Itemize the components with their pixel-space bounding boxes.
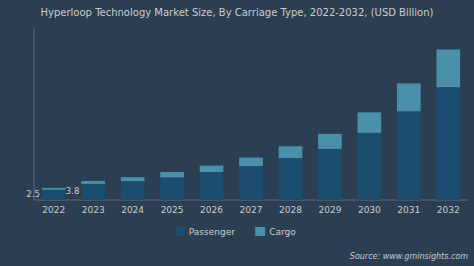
bar-segment bbox=[318, 134, 342, 149]
legend-label: Passenger bbox=[189, 227, 235, 237]
bar-segment bbox=[436, 50, 460, 88]
annotation: 3.8 bbox=[66, 186, 80, 196]
bar-segment bbox=[121, 181, 145, 200]
bar-segment bbox=[279, 158, 303, 200]
bar-segment bbox=[160, 172, 184, 177]
bar-segment bbox=[42, 188, 66, 190]
x-tick-label: 2024 bbox=[121, 205, 144, 215]
annotation: 2.5 bbox=[26, 189, 40, 199]
x-tick-label: 2026 bbox=[200, 205, 223, 215]
x-tick-label: 2029 bbox=[318, 205, 341, 215]
bar-segment bbox=[239, 166, 263, 200]
legend-swatch bbox=[255, 227, 265, 236]
bar-segment bbox=[358, 133, 382, 200]
bar-segment bbox=[42, 190, 66, 200]
legend: Passenger Cargo bbox=[175, 227, 296, 237]
title: Hyperloop Technology Market Size, By Car… bbox=[41, 7, 434, 18]
bar-segment bbox=[436, 87, 460, 200]
bar-segment bbox=[279, 146, 303, 158]
legend-label: Cargo bbox=[269, 227, 296, 237]
bar-segment bbox=[239, 158, 263, 167]
chart: Hyperloop Technology Market Size, By Car… bbox=[0, 0, 474, 266]
background bbox=[0, 0, 474, 266]
bar-segment bbox=[200, 166, 224, 172]
legend-swatch bbox=[175, 227, 185, 236]
y-axis-line bbox=[34, 28, 35, 200]
bars bbox=[42, 50, 460, 201]
bar-segment bbox=[397, 111, 421, 200]
bar-segment bbox=[318, 149, 342, 200]
x-tick-label: 2025 bbox=[161, 205, 184, 215]
x-tick-label: 2023 bbox=[82, 205, 105, 215]
bar-segment bbox=[397, 83, 421, 111]
x-tick-label: 2027 bbox=[240, 205, 263, 215]
x-tick-label: 2032 bbox=[437, 205, 460, 215]
bar-segment bbox=[358, 112, 382, 132]
x-tick-label: 2031 bbox=[397, 205, 420, 215]
bar-segment bbox=[200, 172, 224, 200]
x-tick-label: 2022 bbox=[42, 205, 65, 215]
source-note: Source: www.gminsights.com bbox=[350, 252, 468, 261]
bar-segment bbox=[81, 181, 105, 184]
x-tick-label: 2030 bbox=[358, 205, 381, 215]
bar-segment bbox=[81, 184, 105, 200]
bar-segment bbox=[121, 177, 145, 181]
bar-segment bbox=[160, 177, 184, 200]
x-tick-label: 2028 bbox=[279, 205, 302, 215]
